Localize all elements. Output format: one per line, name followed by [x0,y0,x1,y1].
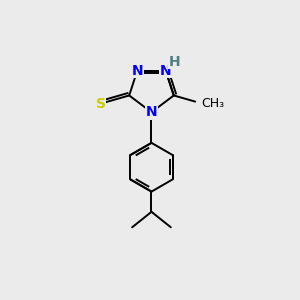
Text: N: N [160,64,172,78]
Text: CH₃: CH₃ [202,97,225,110]
Text: N: N [131,64,143,78]
Text: N: N [146,105,157,119]
Text: H: H [168,56,180,70]
Text: S: S [96,97,106,111]
